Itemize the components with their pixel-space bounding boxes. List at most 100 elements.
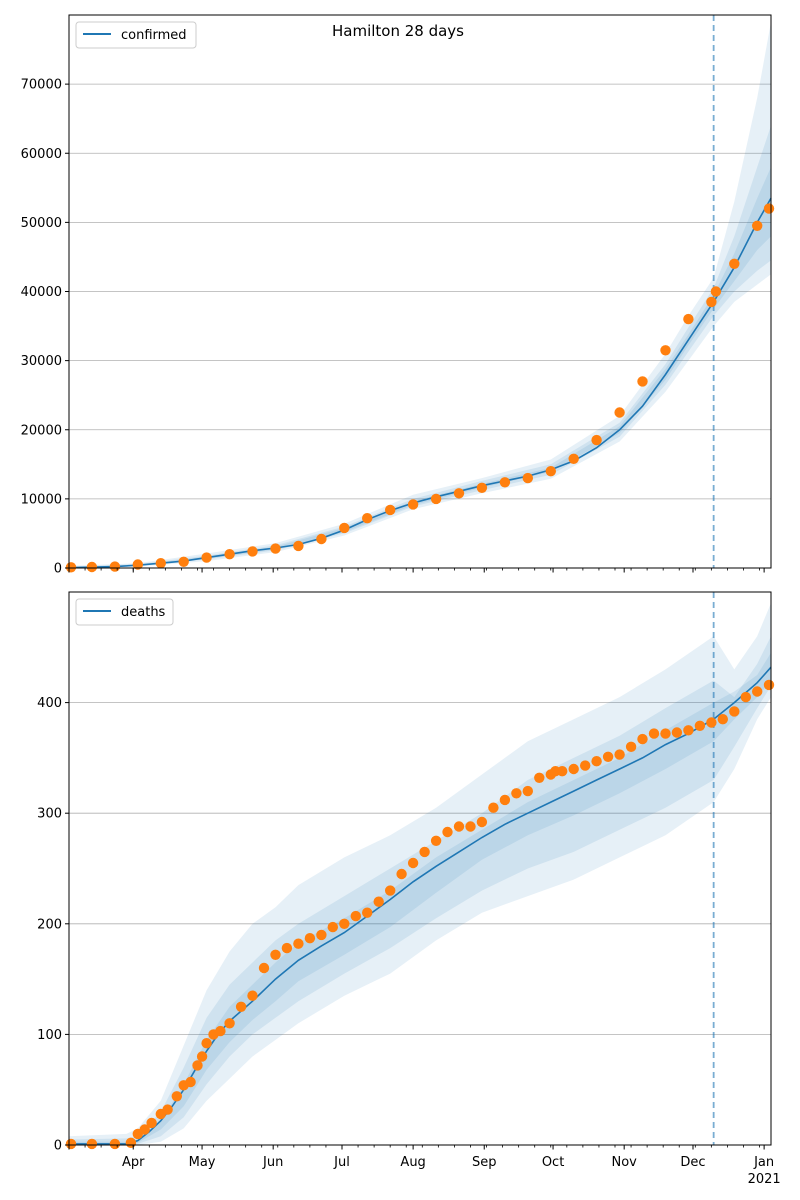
deaths-plot-frame: [68, 591, 772, 1146]
deaths-observed-point: [476, 816, 488, 828]
confirmed-observed-point: [614, 407, 625, 418]
confirmed-band-outer: [69, 21, 771, 568]
confirmed-observed-point: [201, 552, 212, 563]
deaths-y-tick-label: 200: [37, 917, 62, 932]
deaths-x-year-label: 2021: [748, 1172, 781, 1187]
deaths-y-tick-label: 100: [37, 1028, 62, 1043]
confirmed-observed-point: [247, 546, 258, 557]
deaths-observed-point: [385, 885, 396, 896]
deaths-observed-point: [396, 868, 407, 880]
deaths-gridlines: [69, 702, 771, 1035]
deaths-observed-point: [109, 1138, 121, 1150]
confirmed-observed-point: [362, 513, 373, 524]
deaths-observed-point: [660, 728, 671, 739]
deaths-observed-point: [316, 929, 327, 941]
confirmed-observed-point: [545, 466, 556, 477]
confirmed-observed-point: [752, 220, 763, 231]
deaths-x-tick-label: Sep: [472, 1155, 497, 1170]
deaths-x-tick-label: Nov: [611, 1155, 637, 1170]
deaths-legend-box: [75, 598, 174, 626]
deaths-observed-point: [215, 1025, 226, 1037]
deaths-observed-point: [162, 1104, 173, 1115]
confirmed-legend: confirmed: [75, 21, 197, 49]
confirmed-y-axis: 0 10000 20000 30000 40000 50000 60000 70000: [21, 78, 69, 577]
deaths-observed-point: [235, 1001, 247, 1012]
deaths-observed-point: [247, 990, 258, 1001]
confirmed-y-tick-label: 60000: [21, 147, 62, 162]
confirmed-observed-point: [683, 313, 694, 325]
confirmed-observed-point: [660, 345, 671, 356]
confirmed-observed-point: [86, 561, 98, 573]
confirmed-observed-point: [293, 540, 304, 552]
confirmed-y-tick-label: 30000: [21, 354, 62, 369]
deaths-observed-point: [671, 727, 683, 738]
confirmed-observed-point: [710, 286, 722, 297]
deaths-x-tick-label: Apr: [122, 1155, 145, 1170]
deaths-observed-point: [185, 1076, 196, 1088]
confirmed-y-tick-label: 40000: [21, 285, 62, 300]
deaths-observed-point: [488, 802, 499, 813]
deaths-x-tick-label: Oct: [542, 1155, 564, 1170]
deaths-observed-point: [419, 846, 430, 858]
deaths-observed-point: [192, 1060, 203, 1071]
deaths-observed-point: [407, 857, 419, 869]
deaths-observed-point: [125, 1137, 137, 1149]
deaths-observed-point: [293, 938, 304, 949]
deaths-observed-point: [602, 751, 614, 762]
deaths-legend-label: deaths: [121, 605, 166, 620]
confirmed-observed-point: [499, 477, 511, 488]
deaths-observed-point: [763, 679, 775, 691]
confirmed-observed-point: [591, 434, 602, 446]
deaths-y-tick-label: 300: [37, 807, 62, 822]
deaths-observed-point: [339, 918, 350, 929]
confirmed-observed-point: [132, 559, 143, 570]
deaths-observed-point: [637, 733, 648, 745]
deaths-observed-point: [224, 1018, 235, 1029]
deaths-observed-point: [453, 821, 465, 832]
deaths-observed-point: [614, 749, 625, 760]
chart-title: Hamilton 28 days: [332, 22, 464, 40]
confirmed-observed-point: [522, 472, 533, 484]
confirmed-observed-point: [568, 453, 579, 464]
deaths-observed-point: [568, 763, 579, 775]
deaths-observed-point: [146, 1117, 157, 1129]
deaths-observed-point: [717, 714, 728, 725]
deaths-panel: 0 100 200 300 400 Apr May Jun Jul Aug Sep Oct Nov De…: [37, 591, 781, 1187]
deaths-observed-point: [752, 686, 763, 697]
deaths-observed-point: [648, 728, 660, 739]
deaths-observed-point: [729, 706, 740, 717]
deaths-observed-point: [139, 1124, 150, 1135]
deaths-observed-point: [694, 720, 706, 731]
deaths-legend: deaths: [75, 598, 174, 626]
deaths-observed-point: [196, 1051, 208, 1062]
deaths-observed-point: [350, 910, 361, 922]
confirmed-observed-point: [224, 549, 235, 560]
confirmed-observed-point: [476, 482, 488, 493]
confirmed-observed-point: [270, 543, 281, 554]
deaths-observed-point: [499, 794, 511, 806]
confirmed-observed-point: [65, 562, 77, 573]
deaths-observed-point: [683, 725, 694, 736]
confirmed-legend-box: [75, 21, 197, 49]
deaths-observed-point: [706, 717, 717, 728]
confirmed-legend-label: confirmed: [121, 28, 187, 43]
confirmed-y-tick-label: 0: [54, 562, 62, 577]
deaths-observed-point: [591, 756, 602, 767]
deaths-observed-point: [304, 933, 316, 944]
deaths-x-tick-label: Dec: [680, 1155, 705, 1170]
confirmed-panel: 0 10000 20000 30000 40000 50000 60000 70000 Ham…: [21, 14, 775, 577]
confirmed-gridlines: [69, 83, 771, 500]
deaths-observed-point: [522, 785, 533, 797]
deaths-observed-point: [270, 949, 281, 960]
deaths-observed-point: [281, 942, 293, 954]
confirmed-y-tick-label: 10000: [21, 492, 62, 507]
deaths-observed-point: [534, 772, 545, 783]
confirmed-uncertainty-bands: [69, 21, 771, 568]
confirmed-observed-points: [65, 203, 775, 573]
confirmed-observed-point: [453, 488, 465, 499]
confirmed-y-tick-label: 50000: [21, 216, 62, 231]
deaths-x-tick-label: Aug: [400, 1155, 425, 1170]
deaths-band-inner: [69, 652, 771, 1145]
confirmed-observed-point: [729, 258, 740, 269]
